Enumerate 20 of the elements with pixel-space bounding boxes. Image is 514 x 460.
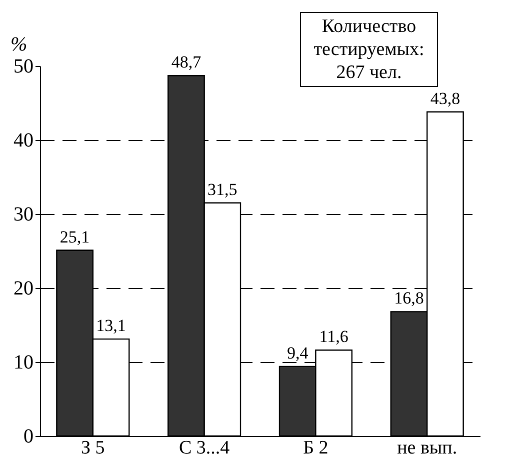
data-label: 13,1 (96, 316, 126, 336)
data-label: 31,5 (208, 180, 238, 199)
x-tick-label: С 3...4 (178, 438, 230, 458)
y-tick-label: 10 (14, 352, 34, 374)
annotation: Количество тестируемых: 267 чел. (312, 15, 426, 84)
y-tick-label: 20 (14, 278, 34, 300)
y-tick-label: 50 (14, 56, 34, 78)
data-label: 16,8 (394, 288, 424, 308)
data-label: 48,7 (171, 52, 202, 72)
y-tick-label: 40 (14, 130, 34, 152)
x-tick-label: З 5 (81, 438, 105, 458)
x-tick-label: Б 2 (303, 438, 328, 458)
x-tick-label: не вып. (397, 438, 458, 458)
y-tick-label: 30 (14, 204, 34, 226)
data-label: 9,4 (286, 343, 309, 362)
y-tick-label: 0 (24, 426, 34, 448)
y-axis-title: % (10, 34, 28, 56)
data-label: 25,1 (60, 227, 90, 246)
data-label: 11,6 (319, 327, 348, 346)
data-label: 43,8 (430, 88, 460, 108)
